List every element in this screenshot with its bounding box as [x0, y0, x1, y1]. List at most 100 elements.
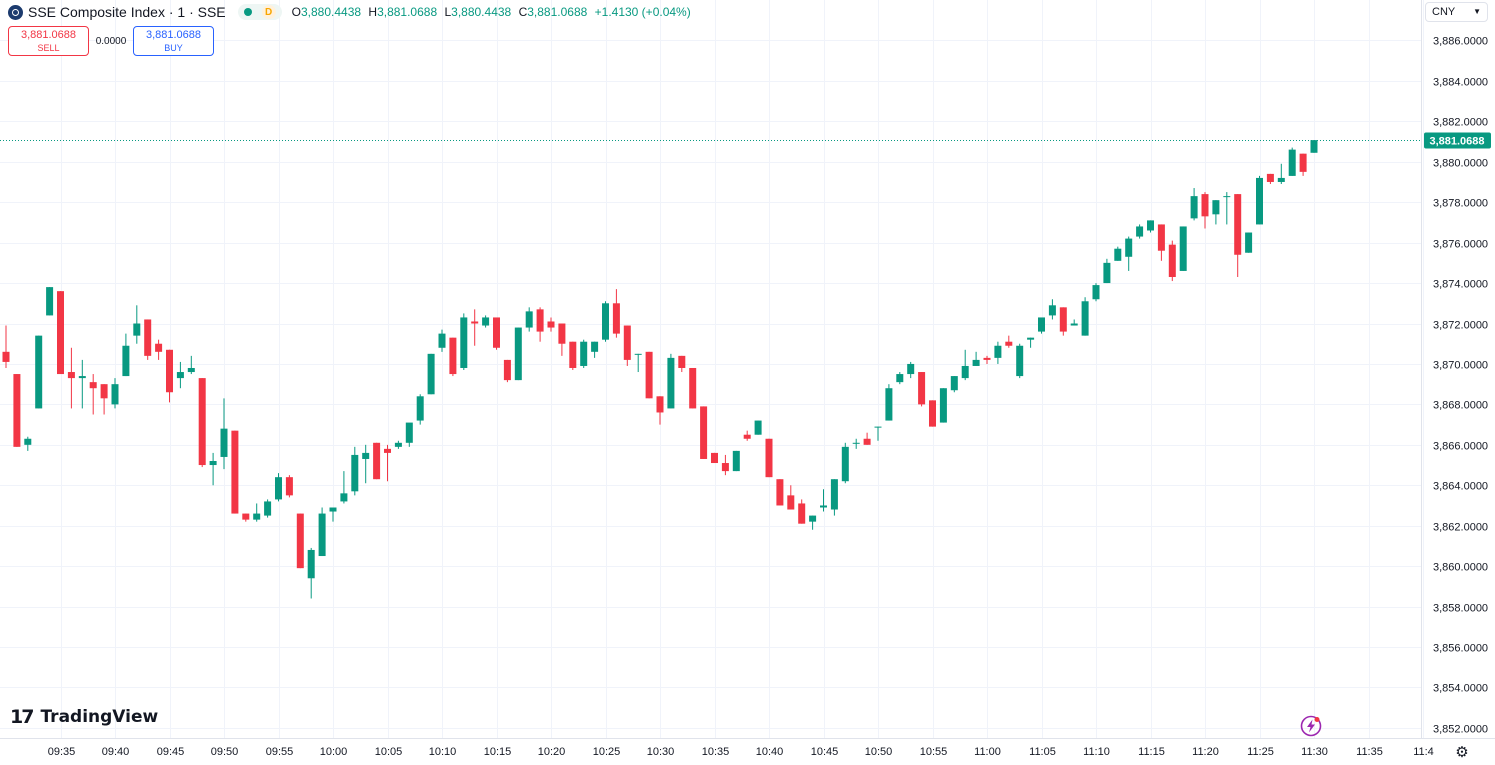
- candle-body: [1005, 341, 1013, 346]
- candle: [78, 359, 86, 409]
- candle: [1266, 173, 1274, 184]
- buy-button[interactable]: 3,881.0688 BUY: [133, 26, 214, 56]
- candle-body: [1081, 301, 1089, 336]
- candle: [547, 317, 555, 332]
- candle: [493, 317, 500, 350]
- candle-body: [220, 428, 228, 457]
- gear-icon[interactable]: ⚙: [1455, 744, 1469, 761]
- candle: [1256, 175, 1263, 225]
- candle-body: [700, 406, 708, 459]
- ohlc-close-value: 3,881.0688: [527, 5, 588, 19]
- candle: [1027, 337, 1035, 348]
- candle: [689, 367, 697, 409]
- candle: [264, 499, 272, 518]
- currency-select[interactable]: CNY ▼: [1425, 2, 1488, 22]
- price-axis[interactable]: 3,852.0000 3,854.0000 3,856.0000 3,858.0000…: [1433, 36, 1488, 736]
- candle: [700, 406, 708, 459]
- candle: [405, 422, 413, 447]
- candle-body: [329, 507, 337, 512]
- lightning-icon[interactable]: [1300, 715, 1322, 737]
- candle-body: [1288, 149, 1296, 176]
- candle: [275, 473, 282, 502]
- candle-body: [89, 382, 97, 389]
- time-tick-label: 11:20: [1192, 746, 1219, 758]
- time-axis[interactable]: 2709:3509:4009:4509:5009:5510:0010:0510:…: [0, 746, 1434, 758]
- price-tick-label: 3,884.0000: [1433, 77, 1488, 89]
- candle-body: [591, 341, 599, 352]
- candle-body: [1266, 173, 1274, 182]
- buy-label: BUY: [164, 43, 183, 53]
- candle-body: [1277, 177, 1285, 182]
- candle: [111, 378, 119, 409]
- candle: [503, 359, 511, 383]
- candle-body: [1125, 238, 1133, 257]
- candle-body: [1201, 194, 1209, 217]
- candle: [285, 475, 293, 498]
- candle: [983, 355, 991, 364]
- candle: [885, 384, 893, 421]
- time-tick-label: 10:40: [756, 746, 784, 758]
- candle-body: [449, 337, 457, 375]
- tradingview-logo[interactable]: 17 TradingView: [10, 706, 158, 728]
- time-tick-label: 11:15: [1138, 746, 1165, 758]
- price-tick-label: 3,872.0000: [1433, 320, 1488, 332]
- candle: [743, 430, 751, 441]
- time-tick-label: 11:35: [1356, 746, 1383, 758]
- candle: [1114, 246, 1122, 261]
- candle: [329, 507, 337, 522]
- candle-body: [580, 341, 588, 366]
- candle: [994, 341, 1002, 364]
- candle: [918, 372, 926, 407]
- ohlc-low-key: L: [444, 5, 452, 19]
- time-tick-label: 11:10: [1083, 746, 1110, 758]
- candle: [972, 351, 980, 366]
- candle: [340, 471, 348, 504]
- candle-body: [1027, 337, 1035, 340]
- candle-body: [939, 388, 947, 423]
- candle-body: [427, 353, 435, 395]
- session-badge: D: [261, 5, 276, 19]
- market-open-dot-icon: [243, 8, 252, 16]
- candle-body: [689, 367, 697, 409]
- candle-body: [1234, 194, 1242, 255]
- candle: [645, 351, 653, 399]
- candle: [765, 438, 773, 478]
- sell-button[interactable]: 3,881.0688 SELL: [8, 26, 89, 56]
- candle-body: [874, 426, 882, 428]
- market-status-pill[interactable]: D: [237, 4, 282, 20]
- candle: [471, 309, 479, 346]
- candle-body: [1136, 226, 1144, 237]
- symbol-legend: SSE Composite Index · 1 · SSE D O3,880.4…: [8, 3, 691, 21]
- candle: [89, 374, 97, 415]
- candle: [384, 444, 391, 482]
- candle: [144, 319, 152, 360]
- candle-body: [907, 363, 915, 375]
- ohlc-open-value: 3,880.4438: [300, 5, 362, 19]
- candle: [373, 442, 381, 480]
- symbol-title[interactable]: SSE Composite Index · 1 · SSE: [28, 4, 226, 20]
- candle-body: [1256, 177, 1263, 225]
- candle-body: [373, 442, 381, 480]
- candle: [460, 313, 468, 371]
- time-tick-label: 10:00: [320, 746, 348, 758]
- price-tick-label: 3,864.0000: [1433, 481, 1488, 493]
- candle-body: [340, 493, 348, 502]
- candle-body: [264, 501, 272, 516]
- candle-body: [1190, 196, 1198, 219]
- candle: [166, 349, 173, 403]
- time-tick-label: 11:4: [1413, 746, 1434, 758]
- candle-body: [166, 349, 173, 393]
- candle: [1016, 343, 1024, 379]
- candle-body: [1223, 196, 1231, 198]
- candle: [591, 341, 599, 358]
- candle-body: [296, 513, 304, 569]
- time-tick-label: 11:00: [974, 746, 1001, 758]
- candle: [35, 335, 43, 409]
- candle-body: [841, 446, 849, 482]
- candle: [514, 327, 522, 381]
- candle-body: [809, 515, 817, 522]
- candle: [1125, 236, 1133, 271]
- candle-body: [1016, 345, 1024, 377]
- candle-body: [100, 384, 108, 399]
